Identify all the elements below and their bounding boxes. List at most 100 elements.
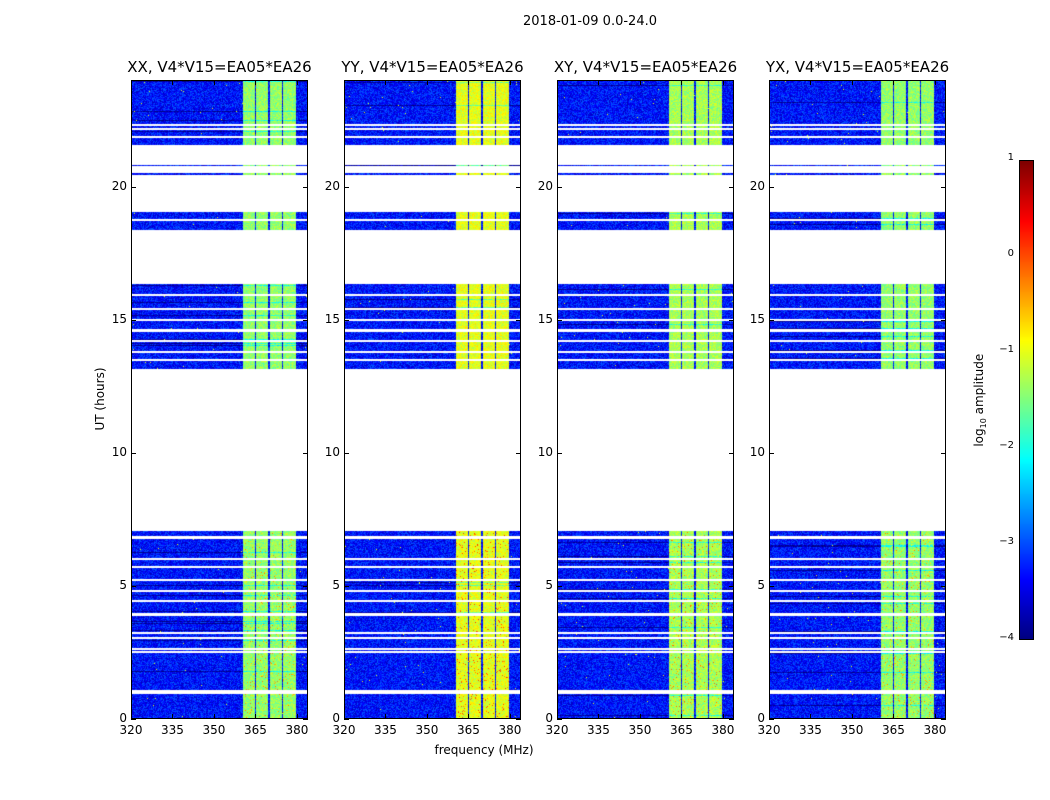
y-tick-mark	[557, 585, 562, 587]
colorbar-tick-label: −2	[999, 440, 1014, 451]
y-tick-label: 0	[332, 711, 340, 725]
x-tick-label: 365	[244, 723, 267, 737]
x-tick-mark	[426, 80, 428, 85]
y-tick-mark	[557, 452, 562, 454]
y-tick-mark	[344, 452, 349, 454]
x-tick-mark	[509, 714, 511, 719]
x-tick-mark	[934, 80, 936, 85]
colorbar	[1019, 160, 1034, 640]
x-tick-mark	[598, 714, 600, 719]
colorbar-tick-label: −3	[999, 536, 1014, 547]
x-tick-label: 335	[161, 723, 184, 737]
heatmap-panel	[131, 80, 308, 719]
x-tick-label: 320	[545, 723, 569, 737]
x-tick-mark	[810, 80, 812, 85]
y-tick-mark	[941, 319, 946, 321]
y-tick-label: 10	[749, 444, 765, 459]
y-tick-label: 0	[757, 711, 765, 725]
y-tick-mark	[516, 452, 521, 454]
colorbar-tick-label: 1	[1007, 152, 1014, 163]
x-tick-label: 350	[202, 723, 226, 737]
y-tick-label: 15	[749, 311, 765, 326]
heatmap-panel	[557, 80, 734, 719]
x-tick-label: 380	[923, 723, 947, 737]
x-tick-label: 350	[628, 723, 652, 737]
x-tick-mark	[296, 80, 298, 85]
y-tick-mark	[303, 186, 308, 188]
x-tick-mark	[172, 80, 174, 85]
panel-title: XY, V4*V15=EA05*EA26	[553, 58, 738, 76]
x-tick-mark	[255, 714, 257, 719]
y-tick-label: 10	[324, 444, 340, 459]
y-tick-mark	[941, 452, 946, 454]
x-tick-mark	[851, 714, 853, 719]
y-tick-label: 20	[111, 178, 127, 193]
y-tick-mark	[131, 319, 136, 321]
x-tick-label: 380	[711, 723, 735, 737]
y-tick-mark	[729, 719, 734, 720]
y-tick-label: 15	[324, 311, 340, 326]
heatmap-cells	[132, 81, 307, 718]
colorbar-tick-label: −4	[999, 632, 1014, 643]
x-tick-mark	[598, 80, 600, 85]
y-tick-mark	[344, 319, 349, 321]
y-tick-label: 0	[545, 711, 553, 725]
x-tick-mark	[131, 80, 132, 85]
y-tick-label: 5	[332, 577, 340, 592]
y-tick-label: 15	[537, 311, 553, 326]
y-tick-mark	[769, 319, 774, 321]
y-tick-mark	[769, 452, 774, 454]
y-tick-mark	[344, 719, 349, 720]
x-tick-mark	[681, 714, 683, 719]
x-tick-mark	[344, 714, 345, 719]
y-tick-mark	[516, 186, 521, 188]
x-tick-mark	[681, 80, 683, 85]
panel-title: YY, V4*V15=EA05*EA26	[341, 58, 524, 76]
x-tick-mark	[557, 80, 558, 85]
y-tick-mark	[729, 186, 734, 188]
y-tick-mark	[303, 719, 308, 720]
heatmap-cells	[345, 81, 520, 718]
x-tick-label: 365	[670, 723, 693, 737]
x-tick-label: 365	[882, 723, 905, 737]
y-tick-mark	[516, 319, 521, 321]
x-tick-label: 320	[119, 723, 143, 737]
y-tick-mark	[131, 186, 136, 188]
x-tick-mark	[296, 714, 298, 719]
y-tick-mark	[131, 452, 136, 454]
y-tick-mark	[344, 186, 349, 188]
x-tick-mark	[639, 80, 641, 85]
y-axis-label: UT (hours)	[93, 367, 107, 431]
x-tick-label: 380	[285, 723, 309, 737]
x-tick-mark	[468, 714, 470, 719]
y-tick-label: 20	[537, 178, 553, 193]
y-tick-mark	[131, 719, 136, 720]
x-tick-mark	[934, 714, 936, 719]
x-tick-mark	[810, 714, 812, 719]
y-tick-mark	[516, 719, 521, 720]
y-tick-mark	[303, 452, 308, 454]
x-tick-mark	[255, 80, 257, 85]
y-tick-mark	[941, 186, 946, 188]
figure-title: 2018-01-09 0.0-24.0	[523, 14, 657, 29]
x-tick-mark	[509, 80, 511, 85]
y-tick-label: 20	[749, 178, 765, 193]
x-tick-mark	[557, 714, 558, 719]
y-tick-label: 0	[119, 711, 127, 725]
x-tick-label: 350	[415, 723, 439, 737]
heatmap-panel	[769, 80, 946, 719]
y-tick-mark	[769, 585, 774, 587]
y-tick-mark	[344, 585, 349, 587]
x-tick-label: 335	[799, 723, 822, 737]
panel-title: XX, V4*V15=EA05*EA26	[127, 58, 312, 76]
colorbar-label: log10 amplitude	[971, 353, 989, 447]
x-tick-label: 365	[457, 723, 480, 737]
x-tick-mark	[172, 714, 174, 719]
y-tick-mark	[557, 186, 562, 188]
x-tick-mark	[851, 80, 853, 85]
x-tick-mark	[385, 714, 387, 719]
x-tick-label: 350	[840, 723, 864, 737]
y-tick-label: 10	[537, 444, 553, 459]
x-tick-mark	[893, 714, 895, 719]
